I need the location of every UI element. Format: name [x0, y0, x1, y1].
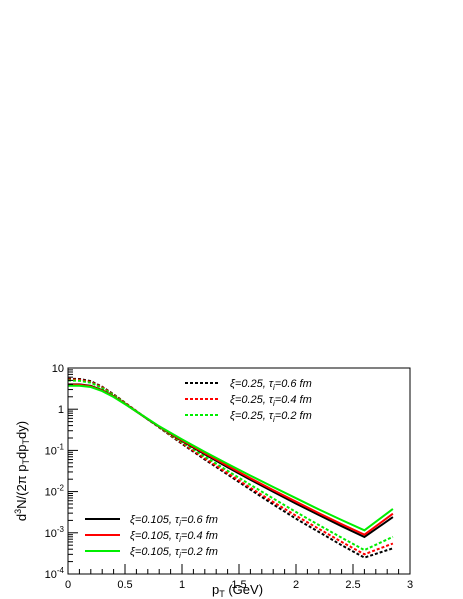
legend-label: ξ=0.105, τi=0.4 fm: [130, 530, 218, 544]
y-tick-label: 10-2: [45, 484, 65, 499]
x-axis-title: pT (GeV): [212, 582, 263, 599]
y-tick-label: 10-3: [45, 525, 65, 540]
x-tick-label: 0.5: [117, 579, 132, 591]
y-tick-label: 10-1: [45, 442, 65, 457]
y-axis-title: d3N/(2π pTdpTdy): [13, 421, 31, 521]
y-tick-label: 1: [58, 404, 64, 416]
axis-labels: pT (GeV) d3N/(2π pTdpTdy): [13, 421, 263, 599]
x-tick-label: 1: [179, 579, 185, 591]
series-lines: [67, 377, 394, 559]
y-axis: 10-4 10-3 10-2 10-1 1 10: [45, 363, 78, 581]
legend-label: ξ=0.25, τi=0.2 fm: [230, 410, 312, 424]
x-tick-label: 0: [65, 579, 71, 591]
x-tick-label: 1.5: [231, 579, 246, 591]
x-tick-label: 3: [407, 579, 413, 591]
x-tick-label: 2.5: [345, 579, 360, 591]
legend-label: ξ=0.105, τi=0.2 fm: [130, 546, 218, 560]
legend-label: ξ=0.25, τi=0.6 fm: [230, 378, 312, 392]
legend-label: ξ=0.105, τi=0.6 fm: [130, 514, 218, 528]
series-line-6: [68, 384, 394, 532]
legend-bottom: ξ=0.105, τi=0.6 fm ξ=0.105, τi=0.4 fm ξ=0.…: [85, 514, 218, 560]
y-tick-label: 10-4: [45, 566, 65, 581]
legend-top: ξ=0.25, τi=0.6 fm ξ=0.25, τi=0.4 fm ξ=0.25…: [185, 378, 312, 424]
x-tick-label: 2: [293, 579, 299, 591]
series-line-5: [68, 383, 394, 536]
series-line-4: [68, 383, 394, 539]
legend-label: ξ=0.25, τi=0.4 fm: [230, 394, 312, 408]
x-axis: 0 0.5 1 1.5 2 2.5 3: [65, 564, 413, 591]
y-tick-label: 10: [52, 363, 64, 375]
